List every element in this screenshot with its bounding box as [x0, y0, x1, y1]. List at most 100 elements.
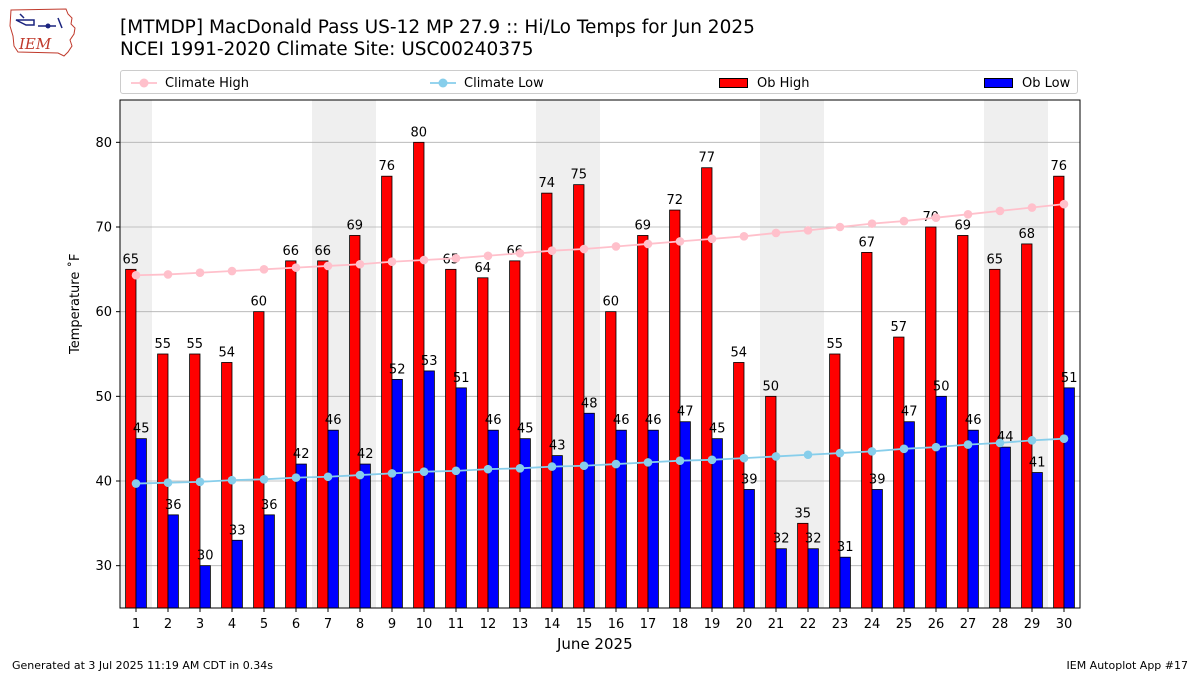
ob-high-label: 54 — [219, 345, 236, 360]
ob-low-bar — [807, 548, 819, 609]
climate-high-point — [707, 234, 717, 244]
legend-climate-low: Climate Low — [430, 74, 544, 92]
ob-high-bar — [477, 277, 489, 609]
ob-high-bar — [541, 192, 553, 609]
ob-high-label: 55 — [187, 337, 204, 352]
climate-high-point — [1027, 203, 1037, 212]
legend-ob-low: Ob Low — [984, 74, 1070, 92]
ob-low-label: 46 — [965, 413, 982, 428]
x-tick-label: 6 — [292, 617, 300, 632]
legend-label: Climate Low — [464, 75, 544, 91]
x-tick-label: 24 — [864, 617, 881, 632]
y-tick-label: 70 — [95, 221, 112, 236]
climate-low-point — [835, 448, 845, 458]
climate-low-point — [899, 444, 909, 454]
ob-high-bar — [893, 336, 905, 609]
climate-low-point — [195, 477, 205, 487]
legend-label: Climate High — [165, 75, 250, 91]
y-tick-label: 40 — [95, 475, 112, 490]
ob-high-label: 80 — [411, 125, 428, 140]
climate-high-point — [611, 242, 621, 251]
ob-high-bar — [605, 311, 617, 609]
ob-low-bar — [391, 378, 403, 609]
legend-line-marker-icon — [430, 78, 456, 88]
y-axis-label: Temperature ˚F — [68, 253, 83, 354]
climate-low-point — [675, 456, 685, 465]
climate-low-point — [547, 462, 557, 471]
ob-high-label: 55 — [155, 337, 172, 352]
x-tick-label: 18 — [672, 617, 689, 632]
ob-high-bar — [925, 226, 937, 609]
climate-high-point — [291, 263, 301, 272]
ob-high-bar — [445, 268, 457, 609]
legend-label: Ob Low — [1022, 75, 1071, 91]
climate-high-point — [163, 270, 173, 279]
climate-low-point — [227, 475, 237, 485]
climate-high-point — [355, 259, 365, 269]
y-tick-label: 60 — [95, 305, 112, 320]
title-line-1: [MTMDP] MacDonald Pass US-12 MP 27.9 :: … — [120, 17, 755, 38]
ob-high-label: 69 — [955, 218, 972, 233]
ob-low-label: 30 — [197, 549, 214, 564]
climate-high-point — [995, 206, 1005, 216]
ob-low-label: 51 — [1061, 371, 1078, 386]
ob-high-label: 76 — [379, 159, 396, 174]
climate-low-point — [771, 452, 781, 461]
ob-low-label: 48 — [581, 396, 598, 411]
ob-low-bar — [135, 438, 147, 609]
ob-high-bar — [861, 251, 873, 609]
title-line-2: NCEI 1991-2020 Climate Site: USC00240375 — [120, 39, 534, 60]
ob-high-label: 76 — [1051, 159, 1068, 174]
x-tick-label: 15 — [576, 617, 593, 632]
climate-high-point — [451, 254, 461, 263]
x-tick-label: 3 — [196, 617, 204, 632]
ob-high-label: 66 — [283, 244, 300, 259]
climate-low-point — [1027, 436, 1037, 445]
ob-low-label: 43 — [549, 439, 566, 454]
ob-low-label: 33 — [229, 523, 246, 538]
ob-low-label: 42 — [293, 447, 310, 462]
ob-high-label: 74 — [539, 176, 556, 191]
legend-swatch-icon — [719, 78, 748, 88]
ob-low-bar — [327, 429, 339, 609]
ob-low-bar — [743, 489, 755, 609]
climate-low-point — [259, 475, 269, 484]
ob-low-label: 47 — [677, 405, 694, 420]
ob-low-bar — [1063, 387, 1075, 609]
climate-low-point — [739, 453, 749, 463]
x-axis-label: June 2025 — [557, 635, 633, 653]
climate-low-point — [611, 459, 621, 469]
x-tick-label: 7 — [324, 617, 332, 632]
ob-high-bar — [285, 260, 297, 609]
climate-low-point — [643, 458, 653, 467]
ob-high-label: 50 — [763, 379, 780, 394]
climate-low-point — [803, 450, 813, 460]
ob-high-bar — [221, 362, 233, 609]
ob-high-label: 66 — [315, 244, 332, 259]
ob-high-bar — [381, 175, 393, 609]
ob-low-bar — [359, 463, 371, 609]
x-tick-label: 29 — [1024, 617, 1041, 632]
ob-low-label: 45 — [709, 422, 726, 437]
climate-high-point — [835, 222, 845, 232]
ob-low-bar — [999, 446, 1011, 609]
ob-low-bar — [487, 429, 499, 609]
climate-high-point — [227, 266, 237, 276]
ob-low-label: 32 — [773, 532, 790, 547]
ob-high-label: 60 — [251, 295, 268, 310]
x-tick-label: 9 — [388, 617, 396, 632]
x-tick-label: 26 — [928, 617, 945, 632]
ob-low-bar — [231, 539, 243, 609]
climate-high-point — [547, 246, 557, 256]
legend-climate-high: Climate High — [131, 74, 249, 92]
ob-low-label: 39 — [741, 472, 758, 487]
ob-low-bar — [871, 489, 883, 609]
ob-low-label: 39 — [869, 472, 886, 487]
ob-high-label: 67 — [859, 235, 876, 250]
climate-low-point — [707, 455, 717, 465]
ob-high-label: 60 — [603, 295, 620, 310]
x-tick-label: 8 — [356, 617, 364, 632]
chart-title: [MTMDP] MacDonald Pass US-12 MP 27.9 :: … — [120, 17, 755, 61]
x-tick-label: 30 — [1056, 617, 1073, 632]
x-tick-label: 27 — [960, 617, 977, 632]
